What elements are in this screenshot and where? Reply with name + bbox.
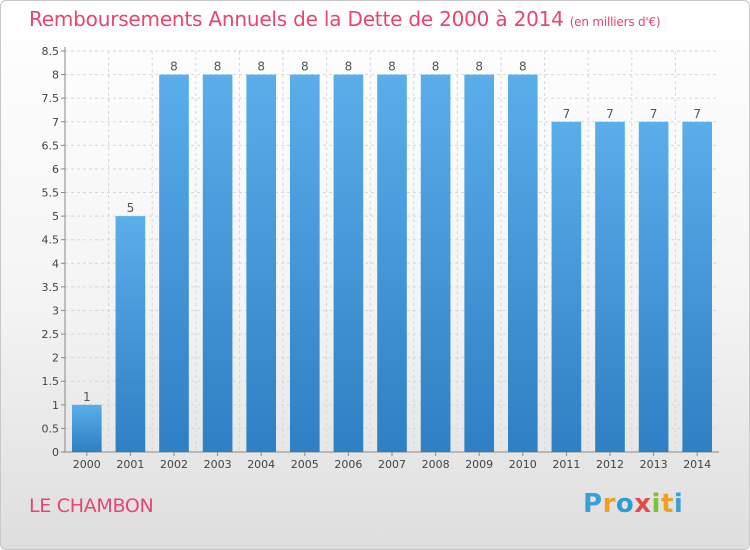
data-labels: 1 5 8 8 8 8 8 8 8 8 8 7 7 7 7: [83, 60, 701, 404]
logo-letter: x: [634, 489, 652, 519]
x-tick-label: 2008: [422, 458, 450, 471]
bar: [682, 121, 713, 452]
data-label: 7: [606, 107, 614, 121]
y-tick-label: 0.5: [42, 422, 60, 435]
y-tick-label: 6.5: [42, 139, 60, 152]
proxiti-logo: Proxiti: [583, 489, 683, 519]
x-tick-label: 2006: [334, 458, 362, 471]
y-tick-label: 3: [52, 304, 59, 317]
x-tick-label: 2002: [160, 458, 188, 471]
y-tick-label: 0: [52, 446, 59, 459]
x-tick-label: 2009: [465, 458, 493, 471]
y-tick-labels: 0 0.5 1 1.5 2 2.5 3 3.5 4 4.5 5 5.5 6 6.5 7 7.5 8 8.5: [42, 45, 60, 459]
y-tick-label: 8.5: [42, 45, 60, 58]
bars: [71, 74, 713, 453]
x-tick-labels: 2000 2001 2002 2003 2004 2005 2006 2007 2008 2009…: [73, 458, 711, 471]
data-label: 7: [563, 107, 571, 121]
logo-letter: i: [651, 489, 661, 519]
bar: [289, 74, 320, 453]
logo-letter: i: [673, 489, 684, 519]
logo-letter: t: [660, 489, 674, 519]
y-tick-label: 7.5: [42, 92, 60, 105]
data-label: 8: [301, 60, 309, 74]
bar: [71, 404, 102, 452]
data-label: 5: [127, 201, 135, 215]
y-tick-label: 5.5: [42, 187, 60, 200]
y-tick-label: 6: [52, 163, 59, 176]
bar: [202, 74, 233, 453]
x-tick-label: 2000: [73, 458, 101, 471]
bar: [333, 74, 364, 453]
bar: [551, 121, 582, 452]
y-tick-label: 1.5: [42, 375, 60, 388]
x-tick-label: 2001: [116, 458, 144, 471]
data-label: 8: [214, 60, 222, 74]
chart-title-text: Remboursements Annuels de la Dette de 20…: [29, 7, 564, 31]
data-label: 8: [432, 60, 440, 74]
y-tick-label: 5: [52, 210, 59, 223]
data-label: 8: [475, 60, 483, 74]
data-label: 8: [388, 60, 396, 74]
logo-letter: o: [615, 489, 635, 519]
data-label: 7: [693, 107, 701, 121]
y-tick-label: 8: [52, 69, 59, 82]
logo-letter: P: [583, 489, 603, 519]
chart-unit: (en milliers d'€): [569, 15, 661, 29]
x-tick-label: 2005: [291, 458, 319, 471]
bar: [507, 74, 538, 453]
y-tick-label: 7: [52, 116, 59, 129]
x-tick-label: 2013: [640, 458, 668, 471]
bar: [377, 74, 407, 453]
data-label: 1: [83, 390, 91, 404]
y-tick-label: 4: [52, 257, 59, 270]
logo-letter: r: [602, 489, 616, 519]
bar: [595, 121, 625, 452]
x-tick-label: 2004: [247, 458, 275, 471]
data-label: 8: [170, 60, 178, 74]
data-label: 7: [650, 107, 658, 121]
x-tick-label: 2011: [552, 458, 580, 471]
bar: [115, 216, 146, 452]
place-name: LE CHAMBON: [29, 495, 154, 517]
y-tick-label: 2: [52, 352, 59, 365]
bar: [464, 74, 495, 453]
y-tick-label: 4.5: [42, 234, 60, 247]
bar: [638, 121, 669, 452]
data-label: 8: [519, 60, 527, 74]
y-tick-label: 3.5: [42, 281, 60, 294]
x-tick-label: 2010: [509, 458, 537, 471]
bar: [246, 74, 277, 453]
bar-chart: 1 5 8 8 8 8 8 8 8 8 8 7 7 7 7 0 0.5 1 1.5 2 2.5 3 3.5 4 4.5 5 5.5…: [42, 45, 719, 471]
y-tick-label: 1: [52, 399, 59, 412]
x-tick-label: 2012: [596, 458, 624, 471]
x-tick-label: 2003: [204, 458, 232, 471]
chart-title: Remboursements Annuels de la Dette de 20…: [29, 7, 661, 31]
bar: [159, 74, 189, 453]
x-tick-label: 2007: [378, 458, 406, 471]
x-tick-label: 2014: [683, 458, 711, 471]
y-tick-label: 2.5: [42, 328, 60, 341]
data-label: 8: [257, 60, 265, 74]
bar: [420, 74, 451, 453]
data-label: 8: [345, 60, 353, 74]
